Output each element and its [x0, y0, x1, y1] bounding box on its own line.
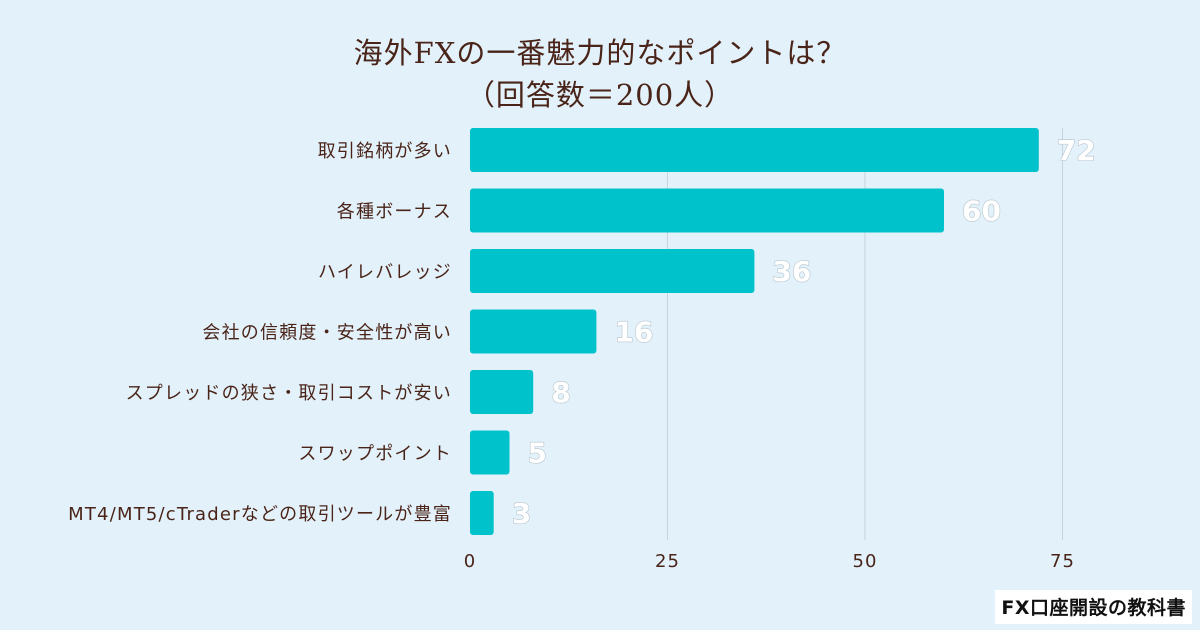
bar [470, 309, 597, 354]
value-label: 60 [962, 195, 1001, 228]
category-label: スワップポイント [298, 444, 452, 465]
category-label: ハイレバレッジ [318, 262, 452, 283]
chart-title: 海外FXの一番魅力的なポイントは？ [353, 36, 847, 70]
value-label: 72 [1057, 134, 1096, 167]
bars [470, 128, 1039, 535]
x-tick-label: 75 [1050, 551, 1075, 572]
category-label: MT4/MT5/cTraderなどの取引ツールが豊富 [68, 504, 452, 525]
bar [470, 188, 944, 233]
category-label: スプレッドの狭さ・取引コストが安い [126, 383, 452, 404]
bar [470, 370, 534, 414]
x-tick-label: 50 [853, 551, 878, 572]
category-label: 取引銘柄が多い [318, 141, 452, 162]
chart-subtitle: （回答数＝200人） [465, 78, 735, 112]
value-labels: 72 60 36 16 85 3 [511, 133, 1096, 530]
value-label: 8 [551, 376, 570, 409]
value-label: 16 [614, 316, 653, 349]
value-label: 3 [512, 497, 531, 530]
category-labels: 取引銘柄が多い各種ボーナスハイレバレッジ会社の信頼度・安全性が高いスプレッドの狭… [68, 141, 452, 525]
bar [470, 128, 1039, 172]
value-label: 5 [528, 437, 547, 470]
x-axis-ticks: 0 25 50 75 [464, 551, 1075, 572]
bar [470, 491, 494, 535]
category-label: 各種ボーナス [337, 202, 452, 223]
x-tick-label: 25 [655, 551, 680, 572]
site-watermark: FX口座開設の教科書 [995, 590, 1192, 624]
value-label: 36 [772, 255, 811, 288]
category-label: 会社の信頼度・安全性が高い [202, 323, 452, 344]
bar [470, 249, 755, 293]
bar [470, 430, 510, 475]
x-tick-label: 0 [464, 551, 476, 572]
